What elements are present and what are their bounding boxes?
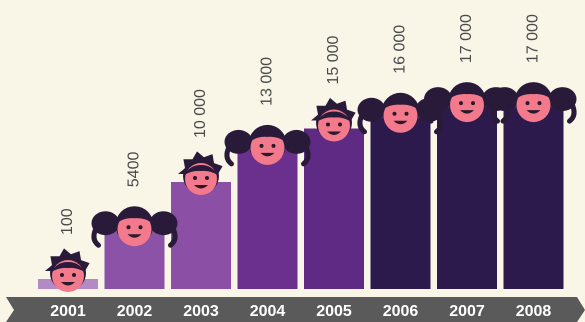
x-tick-2003: 2003 (183, 303, 219, 320)
kid-head-icon (92, 206, 178, 246)
x-tick-2001: 2001 (50, 303, 86, 320)
x-tick-2006: 2006 (383, 303, 419, 320)
bar-2007 (437, 107, 497, 289)
x-tick-2004: 2004 (250, 303, 286, 320)
value-label-2005: 15 000 (325, 35, 342, 84)
x-axis-ribbon (6, 297, 585, 322)
kid-head-icon (225, 125, 311, 165)
value-label-2002: 5400 (126, 152, 143, 188)
x-tick-2005: 2005 (316, 303, 352, 320)
bar-2004 (238, 150, 298, 289)
kid-head-icon (491, 82, 577, 122)
x-tick-2008: 2008 (516, 303, 552, 320)
value-label-2008: 17 000 (525, 14, 542, 63)
bar-2006 (371, 118, 431, 289)
value-label-2004: 13 000 (259, 57, 276, 106)
value-label-2001: 100 (59, 208, 76, 235)
x-tick-2002: 2002 (117, 303, 153, 320)
value-label-2003: 10 000 (192, 89, 209, 138)
value-label-2006: 16 000 (392, 25, 409, 74)
bar-2005 (304, 129, 364, 290)
value-label-2007: 17 000 (458, 14, 475, 63)
bar-2003 (171, 182, 231, 289)
bar-2008 (504, 107, 564, 289)
x-tick-2007: 2007 (449, 303, 485, 320)
